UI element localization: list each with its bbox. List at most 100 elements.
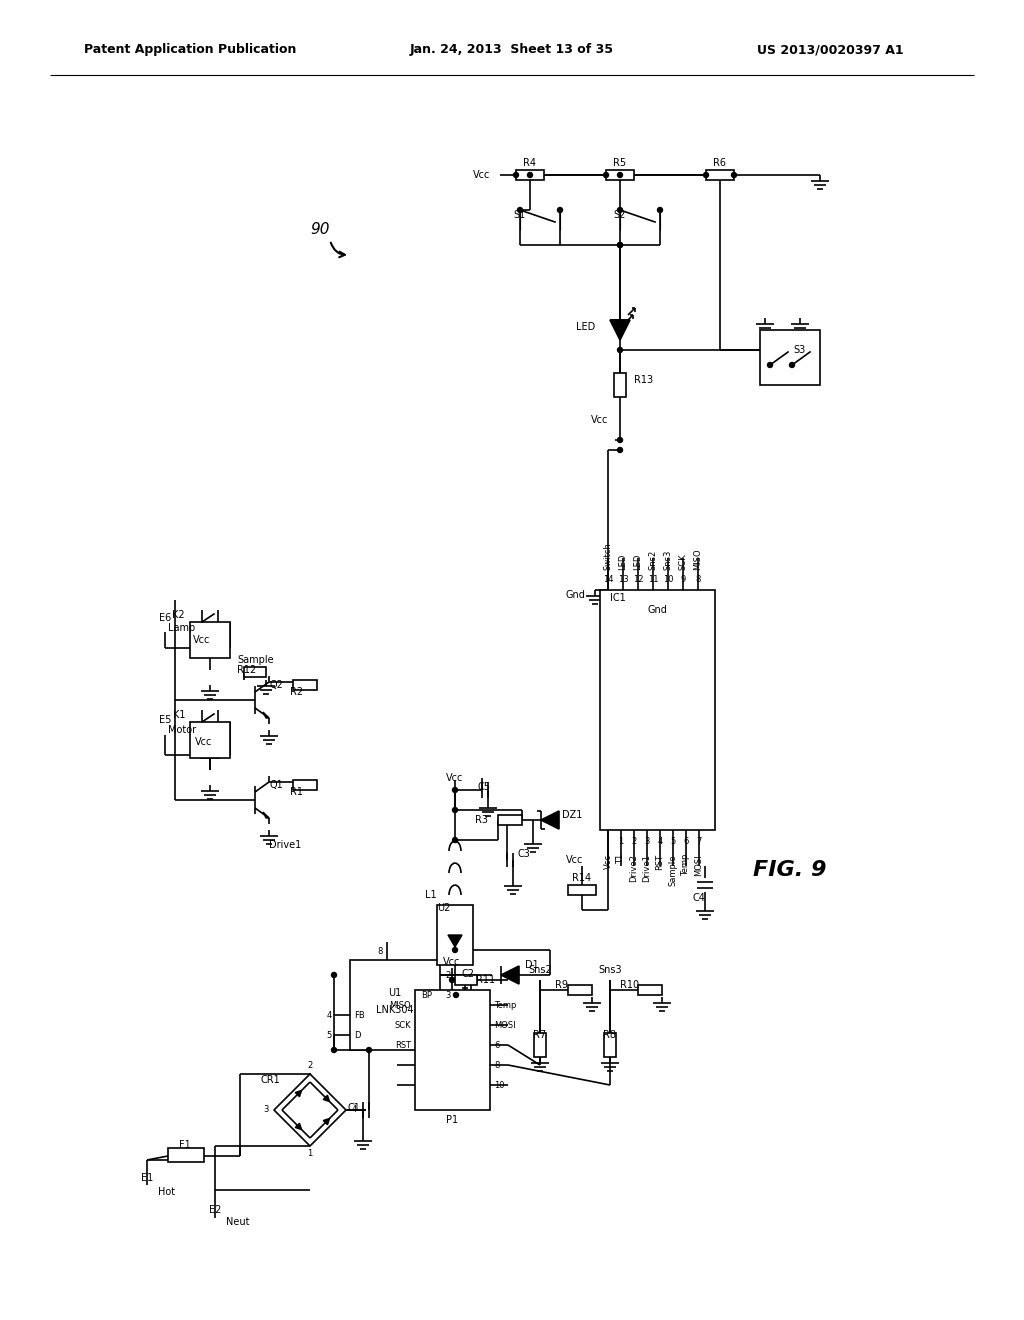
Bar — [415, 990, 490, 1110]
Text: R12: R12 — [237, 665, 256, 675]
Text: 90: 90 — [310, 223, 330, 238]
Text: C3: C3 — [518, 849, 530, 859]
Circle shape — [517, 207, 522, 213]
Text: IC1: IC1 — [610, 593, 626, 603]
Bar — [293, 680, 317, 690]
Circle shape — [617, 207, 623, 213]
Text: Vcc: Vcc — [193, 635, 210, 645]
Text: U2: U2 — [437, 903, 451, 913]
Text: S2: S2 — [613, 210, 626, 220]
Circle shape — [790, 363, 795, 367]
Polygon shape — [541, 810, 559, 829]
Text: Gnd: Gnd — [647, 605, 667, 615]
Text: LED: LED — [618, 553, 628, 570]
Text: 12: 12 — [633, 576, 643, 585]
Text: Q2: Q2 — [269, 680, 283, 690]
Text: Vcc: Vcc — [195, 737, 212, 747]
Text: S3: S3 — [794, 345, 806, 355]
Text: E6: E6 — [159, 612, 171, 623]
Text: R11: R11 — [476, 975, 496, 985]
Text: K1: K1 — [172, 710, 185, 719]
Text: Vcc: Vcc — [591, 414, 608, 425]
Text: FB: FB — [354, 1011, 365, 1019]
Text: 3: 3 — [445, 990, 451, 999]
Bar — [350, 960, 440, 1049]
Text: Drive1: Drive1 — [269, 840, 301, 850]
Circle shape — [450, 978, 455, 982]
Text: 3: 3 — [644, 837, 649, 846]
Polygon shape — [295, 1090, 302, 1097]
Circle shape — [657, 207, 663, 213]
Text: R6: R6 — [714, 158, 726, 168]
Polygon shape — [263, 711, 269, 718]
Text: 8: 8 — [494, 1060, 500, 1069]
Text: Vcc: Vcc — [603, 854, 612, 869]
Bar — [293, 780, 317, 789]
Bar — [614, 374, 626, 397]
Text: 4: 4 — [657, 837, 663, 846]
Text: R8: R8 — [603, 1030, 616, 1040]
Bar — [168, 1148, 204, 1162]
Text: E1: E1 — [141, 1173, 154, 1183]
Circle shape — [703, 173, 709, 177]
Circle shape — [513, 173, 518, 177]
Polygon shape — [263, 812, 269, 818]
Text: Lamp: Lamp — [168, 623, 196, 634]
Text: DZ1: DZ1 — [562, 810, 583, 820]
Text: C4: C4 — [692, 894, 706, 903]
Text: SCK: SCK — [394, 1020, 411, 1030]
Text: 9: 9 — [680, 576, 686, 585]
Text: Vcc: Vcc — [566, 855, 584, 865]
Text: 1: 1 — [307, 1150, 312, 1159]
Polygon shape — [501, 966, 519, 983]
Text: 6: 6 — [494, 1040, 500, 1049]
Text: C5: C5 — [477, 781, 490, 792]
Text: U1: U1 — [388, 987, 401, 998]
Circle shape — [617, 243, 623, 248]
Circle shape — [617, 447, 623, 453]
Text: Motor: Motor — [168, 725, 197, 735]
Text: 4: 4 — [327, 1011, 332, 1019]
Circle shape — [617, 437, 623, 442]
Polygon shape — [324, 1096, 330, 1102]
Text: R1: R1 — [290, 787, 303, 797]
Text: 6: 6 — [683, 837, 689, 846]
Text: C1: C1 — [348, 1104, 360, 1113]
Text: R3: R3 — [475, 814, 488, 825]
Text: MOSI: MOSI — [494, 1020, 516, 1030]
Text: MISO: MISO — [389, 1001, 411, 1010]
Text: Sns3: Sns3 — [598, 965, 622, 975]
Text: 3: 3 — [263, 1106, 268, 1114]
Circle shape — [557, 207, 562, 213]
Text: LNK304: LNK304 — [376, 1005, 414, 1015]
Circle shape — [768, 363, 772, 367]
Text: BP: BP — [421, 990, 432, 999]
Text: Q1: Q1 — [269, 780, 283, 789]
Text: 10: 10 — [494, 1081, 505, 1089]
Circle shape — [617, 243, 623, 248]
Text: Switch: Switch — [603, 543, 612, 570]
Text: Temp: Temp — [494, 1001, 516, 1010]
Text: 14: 14 — [603, 576, 613, 585]
Circle shape — [603, 173, 608, 177]
Bar — [190, 722, 230, 758]
Bar — [498, 814, 522, 825]
Bar — [437, 906, 473, 965]
Bar — [516, 170, 544, 180]
Circle shape — [617, 173, 623, 177]
Text: D: D — [354, 1031, 360, 1040]
Polygon shape — [610, 319, 630, 341]
Text: Sample: Sample — [669, 854, 678, 886]
Text: 10: 10 — [663, 576, 673, 585]
Text: S1: S1 — [514, 210, 526, 220]
Text: Gnd: Gnd — [565, 590, 585, 601]
Text: SCK: SCK — [679, 553, 687, 570]
Text: R2: R2 — [290, 686, 303, 697]
Bar — [600, 590, 715, 830]
Circle shape — [453, 788, 458, 792]
Text: Neut: Neut — [226, 1217, 250, 1228]
Text: Vcc: Vcc — [473, 170, 490, 180]
Text: Vcc: Vcc — [446, 774, 464, 783]
Circle shape — [332, 1048, 337, 1052]
Text: 5: 5 — [327, 1031, 332, 1040]
